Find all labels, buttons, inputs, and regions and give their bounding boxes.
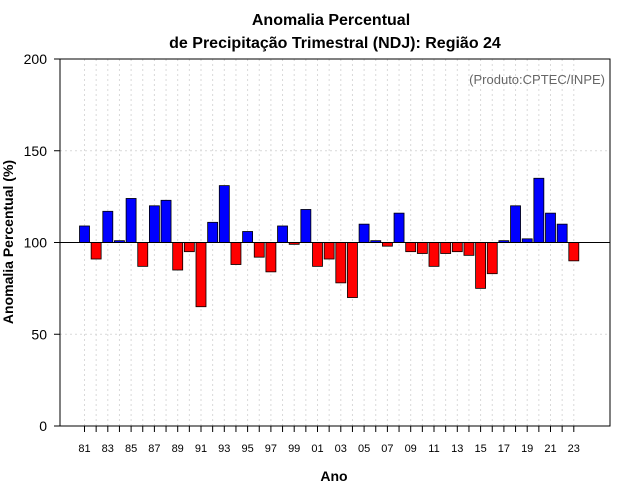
bar-2003 bbox=[335, 242, 347, 284]
y-axis-label: Anomalia Percentual (%) bbox=[0, 160, 16, 324]
y-axis: 0 50 100 150 200 bbox=[24, 51, 60, 434]
x-axis: 81 83 85 87 89 91 93 95 97 99 01 03 05 07 09 11 13 15 17 19… bbox=[78, 426, 580, 455]
chart-title-line-2: de Precipitação Trimestral (NDJ): Região… bbox=[169, 35, 501, 52]
y-tick-label: 150 bbox=[24, 143, 48, 159]
bar-2008 bbox=[393, 212, 405, 243]
bar-1987 bbox=[148, 205, 160, 243]
y-tick-label: 100 bbox=[24, 235, 48, 251]
bar-2016 bbox=[486, 242, 498, 275]
bar-2004 bbox=[347, 242, 358, 298]
x-tick-label: 03 bbox=[335, 443, 347, 455]
x-tick-label: 81 bbox=[78, 443, 90, 455]
y-tick-label: 50 bbox=[31, 326, 47, 342]
source-credit: (Produto:CPTEC/INPE) bbox=[469, 72, 605, 87]
bar-2021 bbox=[545, 212, 556, 243]
bar-2001 bbox=[312, 242, 323, 267]
bar-2011 bbox=[428, 242, 440, 267]
bar-2015 bbox=[475, 242, 487, 289]
bar-1993 bbox=[218, 185, 230, 243]
x-tick-label: 15 bbox=[474, 443, 486, 455]
bar-1983 bbox=[102, 210, 114, 243]
x-tick-label: 89 bbox=[172, 443, 184, 455]
bar-1989 bbox=[172, 242, 184, 271]
bar-1991 bbox=[195, 242, 207, 308]
bar-2023 bbox=[568, 242, 580, 262]
x-tick-label: 21 bbox=[544, 443, 556, 455]
bar-1982 bbox=[90, 242, 102, 260]
bar-2000 bbox=[300, 209, 312, 243]
x-tick-label: 05 bbox=[358, 443, 370, 455]
bar-2018 bbox=[510, 205, 521, 243]
bar-2013 bbox=[451, 242, 463, 253]
bar-1997 bbox=[265, 242, 277, 273]
gridlines bbox=[60, 59, 610, 426]
bar-1986 bbox=[137, 242, 149, 267]
bar-1996 bbox=[253, 242, 265, 258]
x-tick-label: 85 bbox=[125, 443, 137, 455]
bar-1985 bbox=[125, 198, 137, 243]
y-tick-label: 200 bbox=[24, 51, 48, 67]
x-tick-label: 11 bbox=[428, 443, 439, 455]
x-tick-label: 19 bbox=[521, 443, 533, 455]
bar-1994 bbox=[230, 242, 242, 265]
bar-2010 bbox=[416, 242, 428, 254]
x-tick-label: 87 bbox=[148, 443, 160, 455]
x-tick-label: 09 bbox=[405, 443, 417, 455]
x-tick-label: 91 bbox=[195, 443, 207, 455]
bar-2020 bbox=[533, 177, 545, 243]
bar-2002 bbox=[323, 242, 335, 260]
bar-2014 bbox=[463, 242, 475, 256]
x-tick-label: 83 bbox=[102, 443, 114, 455]
bar-1988 bbox=[160, 199, 172, 243]
bar-1990 bbox=[183, 242, 195, 253]
x-tick-label: 99 bbox=[288, 443, 300, 455]
x-axis-label: Ano bbox=[320, 468, 347, 484]
x-tick-label: 01 bbox=[311, 443, 323, 455]
y-tick-label: 0 bbox=[39, 418, 47, 434]
bar-2009 bbox=[405, 242, 417, 253]
x-tick-label: 17 bbox=[498, 443, 510, 455]
bar-2005 bbox=[358, 223, 370, 243]
x-tick-label: 13 bbox=[451, 443, 463, 455]
bar-1995 bbox=[242, 231, 254, 243]
bar-1981 bbox=[79, 225, 90, 243]
bar-2007 bbox=[381, 242, 393, 247]
x-tick-label: 95 bbox=[241, 443, 253, 455]
bar-1998 bbox=[277, 225, 288, 243]
bar-2022 bbox=[556, 223, 568, 243]
chart-title-line-1: Anomalia Percentual bbox=[252, 12, 410, 29]
x-tick-label: 93 bbox=[218, 443, 230, 455]
bar-2019 bbox=[521, 238, 533, 243]
x-tick-label: 97 bbox=[265, 443, 277, 455]
x-tick-label: 23 bbox=[568, 443, 580, 455]
bar-1992 bbox=[207, 221, 219, 243]
bar-2012 bbox=[440, 242, 452, 254]
x-tick-label: 07 bbox=[381, 443, 393, 455]
